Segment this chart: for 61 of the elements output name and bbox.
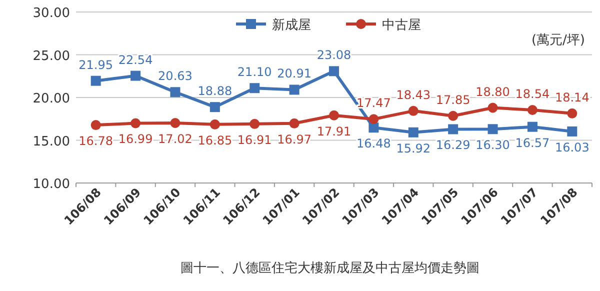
point [567,108,578,118]
point [250,118,260,129]
y-tick-label: 30.00 [32,6,70,21]
point [488,102,498,113]
data-label: 16.48 [356,136,391,151]
data-label: 21.95 [78,58,114,72]
data-label: 18.43 [396,88,431,102]
point [90,120,101,130]
data-label: 16.99 [118,132,153,146]
point [408,127,418,138]
text: 圖十一、八德區住宅大樓新成屋及中古屋均價走勢圖 [180,260,480,276]
point [368,122,379,133]
data-label: 16.30 [476,138,510,152]
point [170,118,180,128]
data-label: 17.02 [158,132,192,146]
data-label: 23.08 [316,48,352,62]
y-tick-label: 20.00 [32,92,70,106]
point [527,104,538,115]
data-label: 18.80 [476,84,510,99]
point [289,84,300,95]
annotation: (萬元/坪) [531,33,585,48]
point [250,83,260,94]
point [448,110,458,121]
data-label: 16.29 [436,138,470,152]
data-label: 16.97 [277,132,312,146]
point [329,110,339,120]
data-label: 17.91 [316,124,352,138]
point [488,124,498,134]
data-label: 18.14 [554,90,590,104]
data-label: 15.92 [396,141,431,156]
point [567,126,578,136]
point [210,119,220,130]
y-tick-label: 25.00 [32,48,70,64]
point [329,66,339,76]
point [130,118,141,128]
data-label: 18.88 [198,84,232,98]
data-label: 17.47 [356,96,391,110]
data-label: 20.63 [158,69,192,84]
data-label: 16.91 [237,132,272,147]
data-label: 21.10 [237,65,272,80]
point [527,122,538,132]
point [130,70,141,81]
data-label: 16.57 [515,136,550,150]
data-label: 16.03 [554,140,590,154]
point [90,76,101,86]
point [368,114,379,124]
point [448,124,458,134]
data-label: 20.91 [277,66,312,81]
y-tick-label: 10.00 [32,177,70,192]
data-label: 17.85 [436,92,470,107]
data-label: 22.54 [118,52,153,67]
point [170,87,180,98]
legend-label: 新成屋 [272,18,311,33]
point [210,102,220,112]
data-label: 16.78 [78,134,114,148]
point [408,106,418,116]
data-label: 16.85 [198,133,232,148]
data-label: 18.54 [515,86,550,101]
point [289,118,300,128]
legend-label: 中古屋 [382,18,421,33]
y-tick-label: 15.00 [32,134,70,150]
